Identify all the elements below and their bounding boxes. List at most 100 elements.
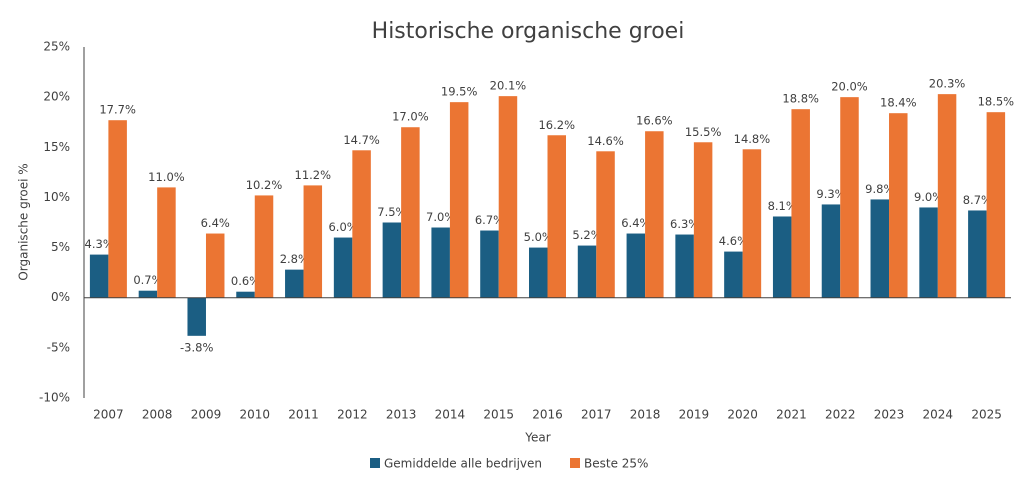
value-label: 6.0% <box>328 220 357 234</box>
bar <box>577 245 597 298</box>
bar <box>937 94 957 298</box>
legend-label: Gemiddelde alle bedrijven <box>384 457 542 471</box>
value-label: 5.0% <box>524 230 553 244</box>
x-tick-label: 2023 <box>874 408 905 422</box>
value-label: 18.8% <box>782 92 819 106</box>
value-label: 0.7% <box>133 273 162 287</box>
value-label: 5.2% <box>572 228 601 242</box>
value-label: 14.7% <box>343 133 380 147</box>
bar <box>352 150 371 298</box>
bar <box>870 199 890 298</box>
value-label: 6.7% <box>475 213 504 227</box>
y-tick-label: 5% <box>51 240 70 254</box>
value-label: 17.0% <box>392 110 429 124</box>
bar <box>889 113 908 298</box>
x-tick-label: 2014 <box>435 408 466 422</box>
bar <box>968 210 987 298</box>
x-tick-label: 2018 <box>630 408 661 422</box>
bar <box>401 127 420 298</box>
bar <box>596 151 615 298</box>
value-label: 10.2% <box>246 178 283 192</box>
value-label: 9.0% <box>914 190 943 204</box>
y-tick-label: 0% <box>51 290 70 304</box>
y-tick-label: 25% <box>43 40 70 54</box>
value-label: 7.5% <box>377 205 406 219</box>
value-label: 15.5% <box>685 125 722 139</box>
bar <box>89 254 109 298</box>
value-label: 20.0% <box>831 80 868 94</box>
bar <box>236 291 255 298</box>
x-tick-label: 2017 <box>581 408 612 422</box>
x-tick-label: 2024 <box>923 408 954 422</box>
y-tick-label: 20% <box>43 90 70 104</box>
bar <box>480 230 499 298</box>
bar <box>919 207 938 298</box>
bar <box>498 96 518 298</box>
legend-swatch <box>570 458 580 468</box>
bar <box>675 234 694 298</box>
bar <box>742 149 762 298</box>
value-label: 17.7% <box>99 103 136 117</box>
x-tick-label: 2007 <box>93 408 124 422</box>
value-label: 16.6% <box>636 114 673 128</box>
bar <box>205 233 225 298</box>
bar <box>303 185 323 298</box>
y-tick-label: 15% <box>43 140 70 154</box>
value-label: 0.6% <box>231 274 260 288</box>
bar <box>157 187 176 298</box>
value-label: 11.0% <box>148 170 185 184</box>
value-label: 14.8% <box>734 132 771 146</box>
bar <box>772 216 792 298</box>
value-label: 18.5% <box>978 95 1015 109</box>
y-tick-label: -5% <box>47 340 70 354</box>
x-tick-label: 2022 <box>825 408 856 422</box>
value-label: 4.3% <box>85 237 114 251</box>
x-axis-title: Year <box>524 431 550 445</box>
x-tick-label: 2016 <box>532 408 563 422</box>
value-label: 19.5% <box>441 85 478 99</box>
x-tick-label: 2019 <box>679 408 710 422</box>
x-tick-label: 2021 <box>776 408 807 422</box>
bar <box>333 237 353 298</box>
y-tick-label: 10% <box>43 190 70 204</box>
bar <box>138 290 158 298</box>
value-label: 20.1% <box>490 79 527 93</box>
value-label: 2.8% <box>280 252 309 266</box>
bar <box>821 204 841 298</box>
value-label: 14.6% <box>587 134 624 148</box>
bar <box>108 120 127 298</box>
x-tick-label: 2015 <box>483 408 514 422</box>
value-label: 9.8% <box>865 182 894 196</box>
value-label: -3.8% <box>180 340 213 354</box>
value-label: 8.1% <box>768 199 797 213</box>
bar <box>547 135 566 298</box>
bar <box>840 97 859 298</box>
x-tick-label: 2010 <box>239 408 270 422</box>
bar <box>449 102 469 298</box>
value-label: 6.4% <box>621 216 650 230</box>
value-label: 4.6% <box>719 234 748 248</box>
bar <box>791 109 810 298</box>
value-label: 7.0% <box>426 210 455 224</box>
value-label: 9.3% <box>816 187 845 201</box>
bar <box>645 131 664 298</box>
bar <box>693 142 713 298</box>
legend-label: Beste 25% <box>584 457 648 471</box>
bar <box>724 251 743 298</box>
bar <box>187 297 206 336</box>
bar <box>626 233 646 298</box>
value-label: 16.2% <box>538 118 575 132</box>
value-label: 6.4% <box>201 216 230 230</box>
x-tick-label: 2025 <box>971 408 1002 422</box>
value-label: 20.3% <box>929 77 966 91</box>
bar <box>986 112 1006 298</box>
legend-swatch <box>370 458 380 468</box>
bar <box>382 222 402 298</box>
x-tick-label: 2009 <box>191 408 222 422</box>
x-tick-label: 2012 <box>337 408 368 422</box>
y-axis-title: Organische groei % <box>17 163 31 280</box>
value-label: 8.7% <box>963 193 992 207</box>
x-tick-label: 2020 <box>727 408 758 422</box>
value-label: 6.3% <box>670 217 699 231</box>
